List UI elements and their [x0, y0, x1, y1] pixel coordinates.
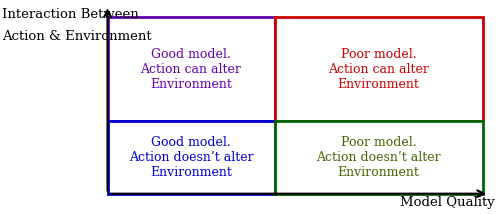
Bar: [108, 17, 275, 121]
Text: Good model.
Action can alter
Environment: Good model. Action can alter Environment: [140, 48, 241, 91]
Text: Poor model.
Action doesn’t alter
Environment: Poor model. Action doesn’t alter Environ…: [316, 136, 441, 179]
Bar: [275, 121, 482, 194]
Text: Model Quality: Model Quality: [400, 196, 495, 209]
Text: Good model.
Action doesn’t alter
Environment: Good model. Action doesn’t alter Environ…: [128, 136, 254, 179]
Bar: [275, 17, 482, 121]
Text: Poor model.
Action can alter
Environment: Poor model. Action can alter Environment: [328, 48, 429, 91]
Text: Interaction Between: Interaction Between: [2, 9, 139, 21]
Bar: [108, 121, 275, 194]
Text: Action & Environment: Action & Environment: [2, 30, 152, 43]
